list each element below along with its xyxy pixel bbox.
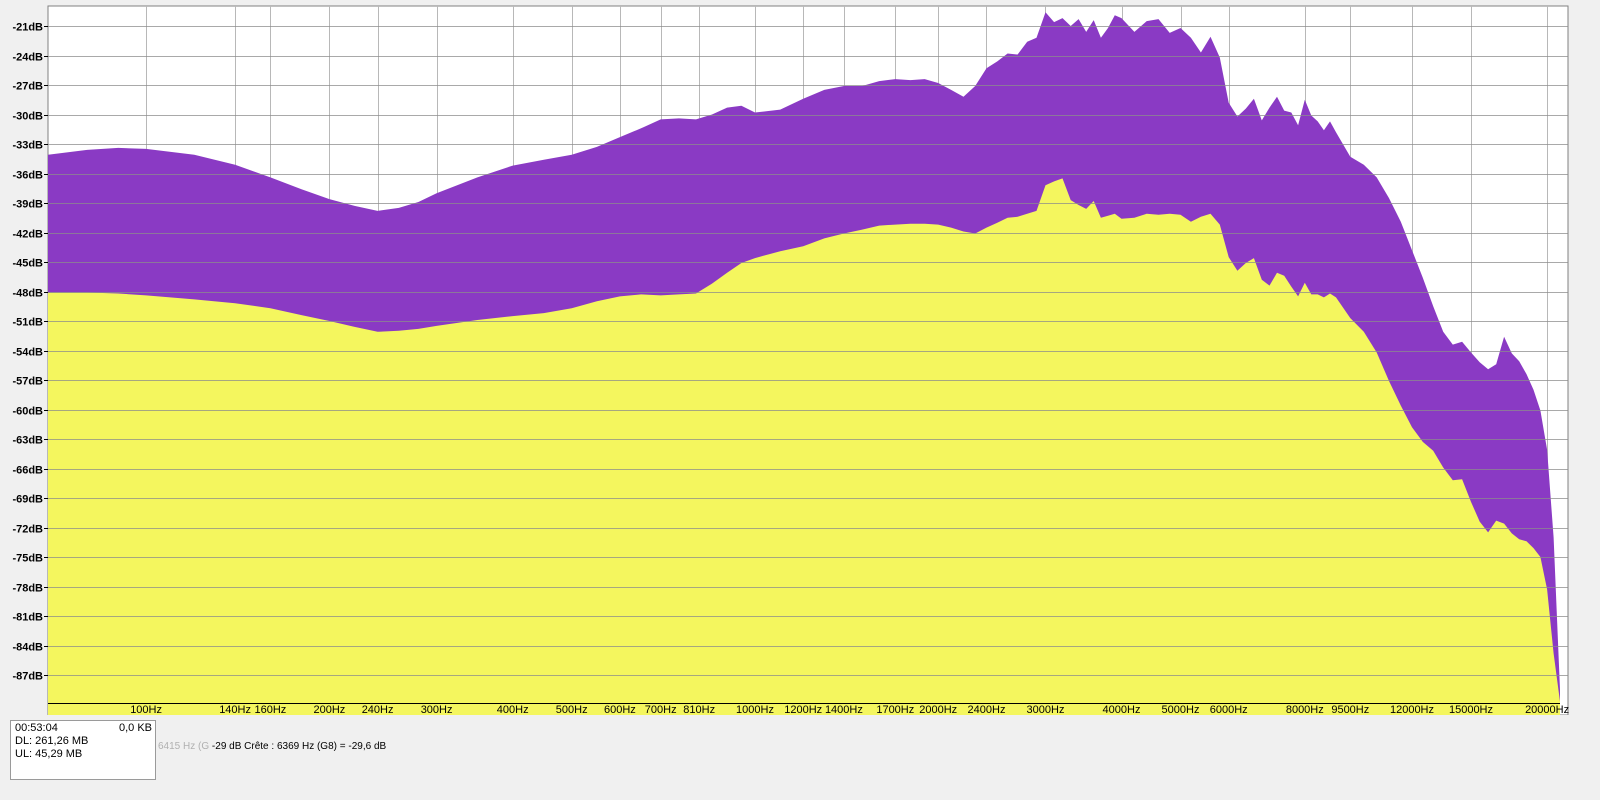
y-tick-label: -66dB xyxy=(12,465,43,477)
x-tick-label: 100Hz xyxy=(130,704,162,715)
y-tick-label: -63dB xyxy=(12,435,43,447)
x-tick-label: 2000Hz xyxy=(919,704,957,715)
x-tick-label: 5000Hz xyxy=(1162,704,1200,715)
x-tick-label: 500Hz xyxy=(556,704,588,715)
y-tick-label: -39dB xyxy=(12,199,43,211)
download-total: DL: 261,26 MB xyxy=(15,735,89,747)
x-tick-label: 12000Hz xyxy=(1390,704,1434,715)
cursor-info: 6415 Hz (G -29 dB Crête : 6369 Hz (G8) =… xyxy=(158,741,386,752)
y-tick-label: -84dB xyxy=(12,642,43,654)
upload-total: UL: 45,29 MB xyxy=(15,748,83,760)
horizontal-grid xyxy=(48,26,1568,676)
x-tick-label: 20000Hz xyxy=(1525,704,1569,715)
y-tick-label: -21dB xyxy=(12,22,43,34)
x-tick-label: 9500Hz xyxy=(1331,704,1369,715)
y-tick-label: -24dB xyxy=(12,52,43,64)
x-axis: 100Hz 140Hz 160Hz 200Hz 240Hz 300Hz 400Hz 500Hz… xyxy=(48,703,1569,715)
y-tick-label: -87dB xyxy=(12,671,43,683)
y-tick-label: -30dB xyxy=(12,111,43,123)
y-tick-label: -75dB xyxy=(12,553,43,565)
x-tick-label: 810Hz xyxy=(683,704,715,715)
y-tick-label: -51dB xyxy=(12,317,43,329)
x-tick-label: 1000Hz xyxy=(736,704,774,715)
y-tick-label: -36dB xyxy=(12,170,43,182)
x-tick-label: 140Hz xyxy=(219,704,251,715)
transfer-stats-box: 00:53:04 0,0 KB DL: 261,26 MB UL: 45,29 … xyxy=(10,720,156,780)
status-bar xyxy=(0,715,1600,800)
x-tick-label: 700Hz xyxy=(645,704,677,715)
x-tick-label: 8000Hz xyxy=(1286,704,1324,715)
x-tick-label: 6000Hz xyxy=(1210,704,1248,715)
x-tick-label: 240Hz xyxy=(362,704,394,715)
y-tick-label: -33dB xyxy=(12,140,43,152)
x-tick-label: 4000Hz xyxy=(1103,704,1141,715)
y-tick-label: -81dB xyxy=(12,612,43,624)
spectrum-areas xyxy=(48,12,1560,715)
x-tick-label: 1700Hz xyxy=(876,704,914,715)
y-tick-label: -27dB xyxy=(12,81,43,93)
spectrum-chart: -21dB -24dB -27dB -30dB -33dB -36dB -39dB -42dB… xyxy=(12,5,1570,715)
x-tick-label: 2400Hz xyxy=(968,704,1006,715)
x-tick-label: 15000Hz xyxy=(1449,704,1493,715)
y-tick-label: -69dB xyxy=(12,494,43,506)
transfer-size: 0,0 KB xyxy=(119,722,153,734)
x-tick-label: 3000Hz xyxy=(1027,704,1065,715)
x-tick-label: 400Hz xyxy=(497,704,529,715)
y-tick-label: -72dB xyxy=(12,524,43,536)
y-tick-label: -45dB xyxy=(12,258,43,270)
y-tick-label: -54dB xyxy=(12,347,43,359)
x-tick-label: 200Hz xyxy=(314,704,346,715)
x-tick-label: 300Hz xyxy=(421,704,453,715)
y-tick-label: -57dB xyxy=(12,376,43,388)
average-spectrum-area xyxy=(48,178,1560,715)
x-tick-label: 160Hz xyxy=(255,704,287,715)
elapsed-time: 00:53:04 xyxy=(15,722,58,734)
y-tick-label: -42dB xyxy=(12,229,43,241)
y-tick-label: -60dB xyxy=(12,406,43,418)
y-axis: -21dB -24dB -27dB -30dB -33dB -36dB -39dB -42dB… xyxy=(12,22,48,683)
x-tick-label: 1200Hz xyxy=(784,704,822,715)
cursor-frequency-ghost: 6415 Hz (G xyxy=(158,741,210,752)
cursor-peak-readout: -29 dB Crête : 6369 Hz (G8) = -29,6 dB xyxy=(211,741,387,752)
y-tick-label: -78dB xyxy=(12,583,43,595)
x-tick-label: 1400Hz xyxy=(825,704,863,715)
x-tick-label: 600Hz xyxy=(604,704,636,715)
y-tick-label: -48dB xyxy=(12,288,43,300)
